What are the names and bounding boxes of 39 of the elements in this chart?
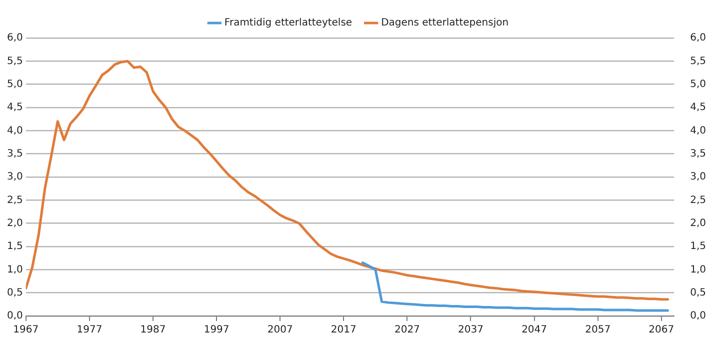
x-tick-label: 1987 xyxy=(140,324,166,336)
y2-tick-label: 4,0 xyxy=(690,125,706,136)
y2-tick-label: 6,0 xyxy=(690,32,706,44)
x-tick-label: 2007 xyxy=(267,324,293,336)
y-tick-label: 5,5 xyxy=(6,56,23,67)
y2-tick-label: 0,0 xyxy=(690,310,706,322)
legend-label: Framtidig etterlatteytelse xyxy=(224,18,352,29)
y-tick-label: 2,0 xyxy=(6,218,23,229)
x-tick-label: 2017 xyxy=(330,324,356,336)
y-tick-label: 4,5 xyxy=(6,102,23,114)
y-tick-label: 5,0 xyxy=(6,78,23,90)
y2-tick-label: 4,5 xyxy=(690,102,706,114)
y2-tick-label: 1,0 xyxy=(690,264,706,276)
legend-label: Dagens etterlattepensjon xyxy=(381,18,509,29)
x-tick-label: 2047 xyxy=(522,324,548,336)
y-tick-label: 0,5 xyxy=(6,287,23,298)
y2-tick-label: 2,5 xyxy=(690,194,706,206)
y2-tick-label: 1,5 xyxy=(690,241,706,252)
y-tick-label: 4,0 xyxy=(6,125,23,136)
y2-tick-label: 0,5 xyxy=(690,287,706,298)
y-tick-label: 6,0 xyxy=(6,32,23,44)
y2-tick-label: 5,5 xyxy=(690,56,706,67)
x-tick-label: 2057 xyxy=(585,324,611,336)
y-tick-label: 3,0 xyxy=(6,172,23,183)
y2-tick-label: 2,0 xyxy=(690,218,706,229)
y-tick-label: 3,5 xyxy=(6,148,23,160)
x-tick-label: 2037 xyxy=(458,324,484,336)
x-tick-label: 1977 xyxy=(76,324,102,336)
y-tick-label: 1,5 xyxy=(6,241,23,252)
x-tick-label: 2027 xyxy=(394,324,420,336)
y2-tick-label: 5,0 xyxy=(690,78,706,90)
y2-tick-label: 3,5 xyxy=(690,148,706,160)
x-tick-label: 2067 xyxy=(648,324,674,336)
x-tick-label: 1967 xyxy=(13,324,39,336)
y-tick-label: 2,5 xyxy=(6,194,23,206)
y2-tick-label: 3,0 xyxy=(690,172,706,183)
x-tick-label: 1997 xyxy=(204,324,230,336)
y-tick-label: 0,0 xyxy=(6,310,23,322)
y-tick-label: 1,0 xyxy=(6,264,23,276)
